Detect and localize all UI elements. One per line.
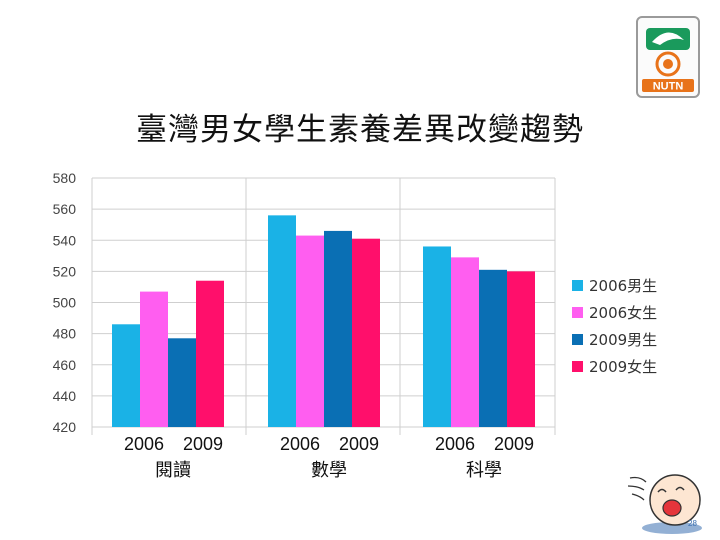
bar	[479, 269, 507, 427]
y-axis-ticks: 420 440 460 480 500 520 540 560 580	[53, 170, 77, 435]
bar	[423, 246, 451, 427]
bar	[196, 280, 224, 427]
mascot-illustration: 28	[627, 474, 702, 534]
bar	[324, 230, 352, 427]
y-tick-label: 440	[53, 388, 77, 404]
bar	[268, 215, 296, 427]
y-tick-label: 460	[53, 357, 77, 373]
year-label: 2009	[339, 434, 379, 454]
y-tick-label: 420	[53, 419, 77, 435]
y-tick-label: 480	[53, 326, 77, 342]
nutn-logo: NUTN	[636, 16, 700, 98]
bar	[507, 271, 535, 427]
legend-swatch	[572, 334, 583, 345]
y-tick-label: 520	[53, 263, 77, 279]
bar	[451, 257, 479, 427]
y-tick-label: 580	[53, 170, 77, 186]
category-label: 閱讀	[155, 460, 191, 481]
bar	[112, 324, 140, 427]
page-number: 28	[688, 519, 697, 528]
bar	[168, 338, 196, 427]
year-label: 2006	[280, 434, 320, 454]
legend-label: 2009男生	[589, 331, 657, 349]
y-tick-label: 540	[53, 232, 77, 248]
bar	[296, 235, 324, 427]
bar	[352, 238, 380, 427]
logo-text: NUTN	[653, 81, 684, 93]
page-title: 臺灣男女學生素養差異改變趨勢	[136, 112, 584, 148]
year-label: 2009	[183, 434, 223, 454]
y-tick-label: 500	[53, 295, 77, 311]
y-tick-label: 560	[53, 201, 77, 217]
legend-swatch	[572, 307, 583, 318]
chart-legend: 2006男生 2006女生 2009男生 2009女生	[572, 277, 657, 376]
legend-label: 2006男生	[589, 277, 657, 295]
year-label: 2009	[494, 434, 534, 454]
legend-swatch	[572, 361, 583, 372]
category-label: 數學	[311, 460, 347, 481]
legend-swatch	[572, 280, 583, 291]
year-label: 2006	[435, 434, 475, 454]
legend-label: 2009女生	[589, 358, 657, 376]
nutn-logo-graphic: NUTN	[642, 28, 694, 93]
legend-label: 2006女生	[589, 304, 657, 322]
bar	[140, 291, 168, 427]
category-label: 科學	[466, 460, 502, 481]
x-axis-labels: 2006 2009 閱讀 2006 2009 數學 2006 2009 科學	[124, 434, 534, 481]
chart-bars	[112, 215, 535, 427]
year-label: 2006	[124, 434, 164, 454]
